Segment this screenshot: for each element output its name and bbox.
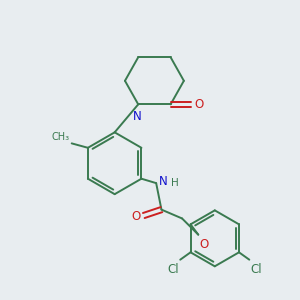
Text: H: H	[172, 178, 179, 188]
Text: O: O	[200, 238, 209, 250]
Text: N: N	[132, 110, 141, 123]
Text: CH₃: CH₃	[51, 132, 69, 142]
Text: N: N	[158, 175, 167, 188]
Text: Cl: Cl	[167, 262, 179, 276]
Text: O: O	[131, 211, 140, 224]
Text: Cl: Cl	[251, 262, 262, 276]
Text: O: O	[195, 98, 204, 111]
